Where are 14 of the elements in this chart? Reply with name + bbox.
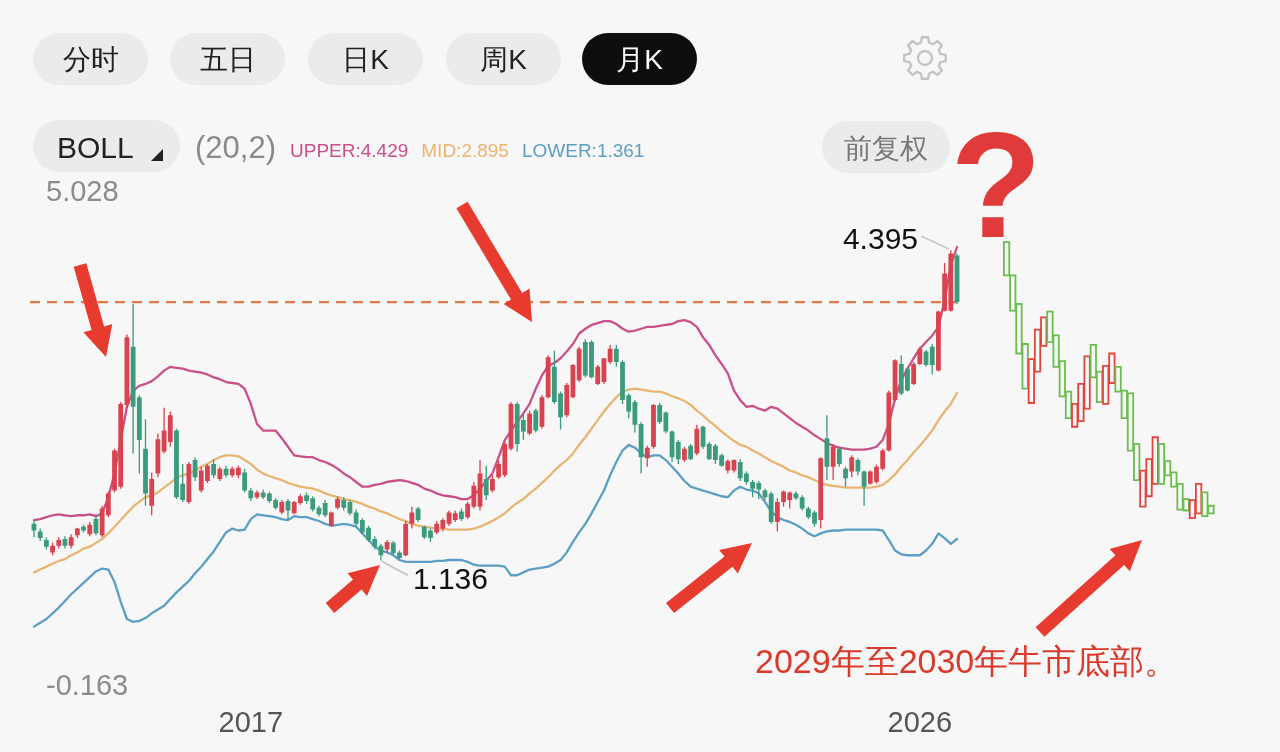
candlestick bbox=[409, 506, 415, 529]
x-tick-label: 2017 bbox=[218, 706, 284, 738]
legend: (20,2) UPPER:4.429 MID:2.895 LOWER:1.361 bbox=[195, 130, 645, 165]
y-tick-label: -0.163 bbox=[46, 668, 129, 701]
x-tick-label: 2026 bbox=[887, 706, 953, 738]
annotation: 4.395 bbox=[842, 222, 918, 255]
annotation: 1.136 bbox=[412, 562, 488, 596]
annotation: ? bbox=[950, 101, 1042, 269]
candlestick bbox=[799, 495, 805, 511]
candlestick bbox=[830, 443, 836, 481]
y-tick-label: 5.028 bbox=[46, 174, 119, 207]
candlestick bbox=[384, 540, 390, 553]
annotation: 2029年至2030年牛市底部。 bbox=[755, 642, 1179, 680]
line-series bbox=[32, 443, 959, 628]
